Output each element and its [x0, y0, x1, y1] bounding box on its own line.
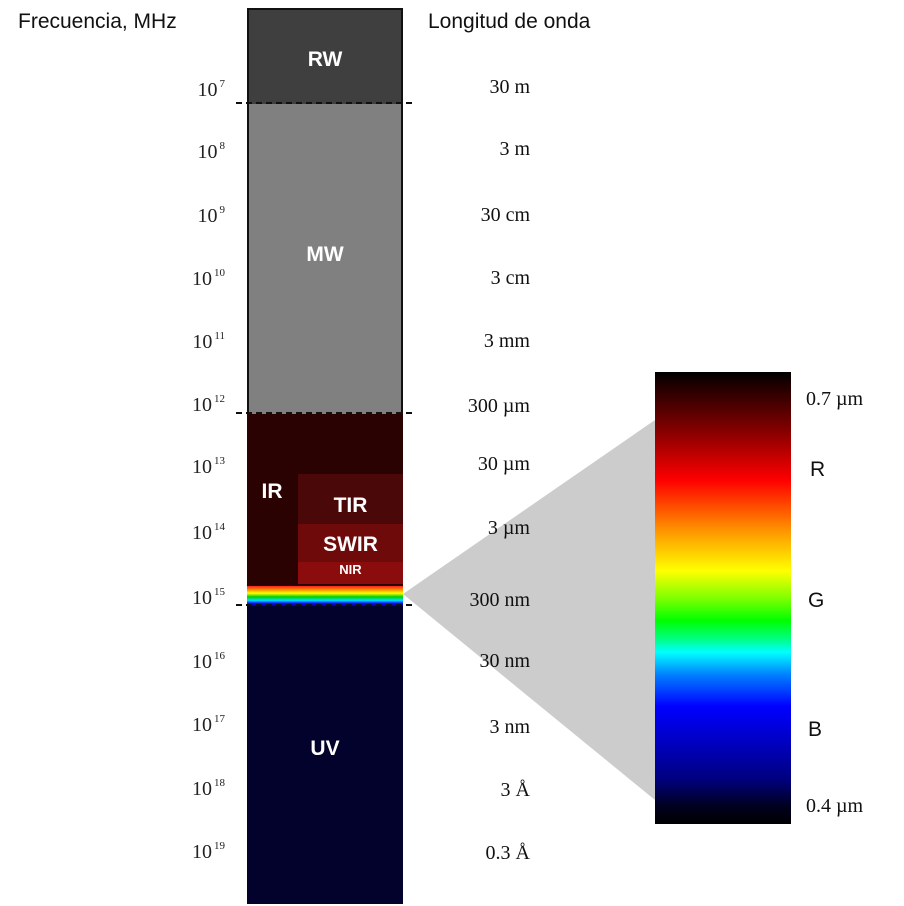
wavelength-label: 3 mm — [483, 330, 530, 352]
wavelength-label: 0.3 Å — [485, 842, 530, 864]
separator-visible-uv — [236, 604, 412, 606]
band-label-ir: IR — [261, 480, 283, 503]
frequency-tick: 10 14 — [192, 521, 225, 544]
frequency-tick: 10 18 — [192, 777, 225, 800]
band-label-nir: NIR — [339, 562, 362, 577]
frequency-tick: 10 19 — [192, 840, 225, 863]
frequency-header: Frecuencia, MHz — [18, 10, 177, 33]
visible-b-label: B — [808, 718, 823, 741]
visible-bottom-label: 0.4 µm — [806, 795, 864, 817]
frequency-tick: 10 9 — [197, 204, 226, 227]
frequency-tick: 10 15 — [192, 586, 225, 609]
visible-r-label: R — [810, 458, 826, 481]
wavelength-label: 3 nm — [489, 716, 530, 738]
band-label-swir: SWIR — [323, 533, 378, 556]
wavelength-label: 30 cm — [480, 204, 530, 226]
band-visible — [247, 586, 403, 606]
frequency-tick: 10 12 — [192, 393, 225, 416]
visible-spectrum-bar — [655, 372, 791, 824]
wavelength-label: 3 m — [499, 138, 530, 160]
frequency-tick: 10 17 — [192, 713, 225, 736]
frequency-tick: 10 13 — [192, 455, 225, 478]
visible-g-label: G — [808, 589, 825, 612]
separator-mw-ir — [236, 412, 412, 414]
wavelength-label: 300 nm — [469, 589, 530, 611]
frequency-tick: 10 10 — [192, 267, 225, 290]
wavelength-label: 3 µm — [487, 517, 530, 539]
wavelength-label: 30 nm — [479, 650, 530, 672]
band-uv — [247, 606, 403, 904]
wavelength-label: 30 µm — [477, 453, 530, 475]
frequency-tick: 10 8 — [197, 140, 226, 163]
band-rw — [247, 8, 403, 104]
band-label-tir: TIR — [333, 494, 368, 517]
band-label-rw: RW — [307, 48, 343, 71]
frequency-tick: 10 16 — [192, 650, 225, 673]
band-swir — [298, 524, 403, 562]
separator-rw-mw — [236, 102, 412, 104]
wavelength-label: 300 µm — [467, 395, 530, 417]
band-label-uv: UV — [310, 737, 340, 760]
band-label-mw: MW — [306, 243, 344, 266]
frequency-tick: 10 11 — [192, 330, 225, 353]
wavelength-label: 3 cm — [490, 267, 530, 289]
wavelength-header: Longitud de onda — [428, 10, 591, 33]
band-tir — [298, 474, 403, 524]
band-mw — [247, 104, 403, 414]
frequency-tick: 10 7 — [197, 78, 226, 101]
wavelength-label: 30 m — [489, 76, 530, 98]
visible-top-label: 0.7 µm — [806, 388, 864, 410]
band-nir — [298, 562, 403, 584]
wavelength-label: 3 Å — [500, 779, 530, 801]
